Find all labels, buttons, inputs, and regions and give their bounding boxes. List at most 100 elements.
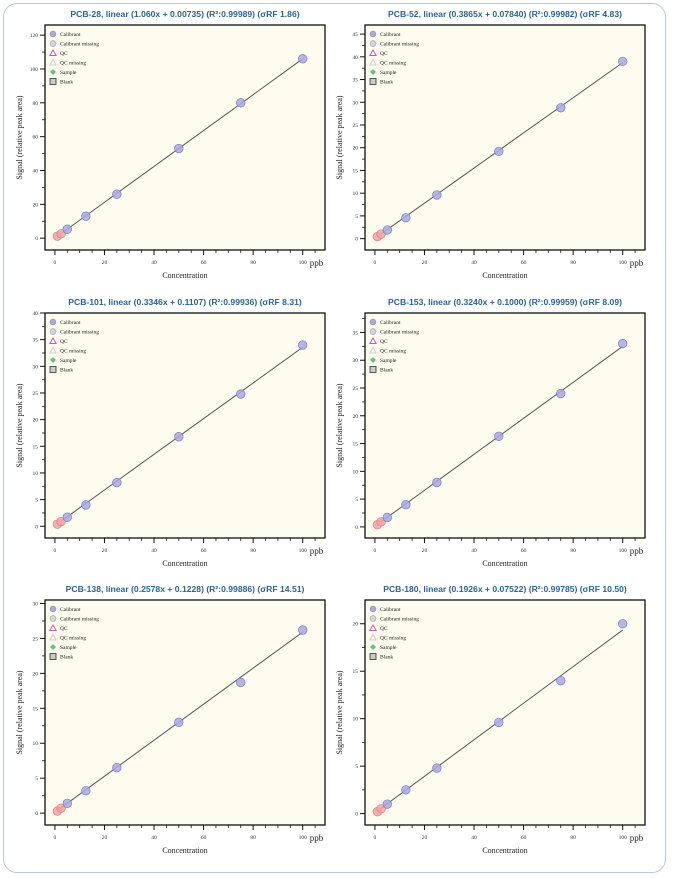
y-axis-label: Signal (relative peak area) xyxy=(15,670,24,755)
data-point xyxy=(112,763,122,773)
data-point xyxy=(174,717,184,727)
legend-circle-icon xyxy=(49,615,57,622)
legend-label: QC missing xyxy=(380,61,406,67)
legend-sample: Sample xyxy=(370,69,397,76)
legend-calibrant: Calibrant xyxy=(369,30,401,38)
y-axis-label: Signal (relative peak area) xyxy=(335,670,344,755)
y-axis-label: Signal (relative peak area) xyxy=(15,95,24,180)
y-tick-label: 0 xyxy=(35,524,38,530)
x-tick-label: 60 xyxy=(521,835,527,841)
y-tick-label: 20 xyxy=(353,146,359,152)
legend-circle-icon xyxy=(49,328,57,335)
x-tick-label: 60 xyxy=(201,835,207,841)
data-point xyxy=(81,211,91,221)
legend-sample: Sample xyxy=(50,69,77,76)
legend-blank: Blank xyxy=(369,653,393,661)
data-point xyxy=(494,717,504,728)
x-tick-label: 60 xyxy=(521,548,527,554)
y-tick-label: 30 xyxy=(353,358,359,364)
x-axis-label: Concentration xyxy=(482,559,527,568)
legend-qc: QC xyxy=(48,337,68,345)
legend-label: Calibrant xyxy=(60,32,81,38)
y-tick-label: 40 xyxy=(33,311,39,317)
legend-label: Sample xyxy=(60,645,77,651)
legend-label: Blank xyxy=(60,368,73,374)
data-point xyxy=(56,229,66,239)
x-tick-label: 60 xyxy=(521,260,527,266)
x-tick-label: 80 xyxy=(570,835,576,841)
data-point xyxy=(556,388,566,399)
legend-label: QC missing xyxy=(60,61,86,67)
y-tick-label: 15 xyxy=(353,669,359,675)
legend-blank: Blank xyxy=(49,366,73,374)
y-tick-label: 40 xyxy=(33,168,39,174)
data-point xyxy=(618,56,628,67)
legend-calibrant: Calibrant xyxy=(49,318,81,326)
legend-square-icon xyxy=(49,653,57,660)
y-tick-label: 25 xyxy=(33,636,39,642)
legend-sample: Sample xyxy=(50,357,77,364)
legend-qc-missing: QC missing xyxy=(48,633,86,642)
chart-4: PCB-153, linear (0.3240x + 0.1000) (R²:0… xyxy=(335,297,646,568)
legend-label: QC missing xyxy=(60,349,86,355)
legend-triangle-icon xyxy=(368,49,378,56)
legend-circle-icon xyxy=(369,328,377,335)
data-point xyxy=(298,340,308,350)
data-point xyxy=(618,619,628,629)
legend-triangle-icon xyxy=(48,633,58,641)
legend-label: Calibrant xyxy=(60,607,81,613)
legend-circle-icon xyxy=(369,605,377,613)
x-tick-label: 0 xyxy=(54,260,57,266)
y-tick-label: 20 xyxy=(353,414,359,420)
x-tick-label: 0 xyxy=(374,835,377,841)
data-point xyxy=(432,190,442,200)
x-axis-unit: ppb xyxy=(310,258,324,268)
data-point xyxy=(432,763,442,773)
legend-qc: QC xyxy=(368,337,388,345)
legend-circle-icon xyxy=(369,30,377,38)
data-point xyxy=(401,785,411,795)
legend-label: QC xyxy=(380,51,388,57)
legend-label: Sample xyxy=(60,70,77,76)
legend-sample: Sample xyxy=(370,357,397,364)
legend-circle-icon xyxy=(369,318,377,326)
chart-title: PCB-138, linear (0.2578x + 0.1228) (R²:0… xyxy=(66,584,305,594)
y-tick-label: 25 xyxy=(353,386,359,392)
x-tick-label: 40 xyxy=(151,260,157,266)
y-tick-label: 15 xyxy=(353,442,359,448)
x-axis-unit: ppb xyxy=(630,546,644,556)
legend-qc: QC xyxy=(48,624,68,632)
legend-qc: QC xyxy=(368,624,388,632)
legend-label: Calibrant missing xyxy=(60,42,99,48)
data-point xyxy=(556,676,566,686)
legend-calibrant-missing: Calibrant missing xyxy=(49,40,99,48)
x-axis-label: Concentration xyxy=(162,559,207,568)
y-tick-label: 30 xyxy=(33,601,39,607)
y-tick-label: 0 xyxy=(355,525,358,531)
x-tick-label: 20 xyxy=(102,835,108,841)
legend-diamond-icon xyxy=(50,69,56,75)
legend-label: QC xyxy=(60,339,68,345)
x-tick-label: 100 xyxy=(619,548,628,554)
data-point xyxy=(56,803,66,813)
legend-qc-missing: QC missing xyxy=(368,633,406,642)
x-tick-label: 80 xyxy=(250,835,256,841)
y-tick-label: 35 xyxy=(353,330,359,336)
y-tick-label: 20 xyxy=(33,202,39,208)
legend-circle-icon xyxy=(49,30,57,38)
legend-sample: Sample xyxy=(370,644,397,651)
y-tick-label: 25 xyxy=(353,123,359,129)
x-axis-unit: ppb xyxy=(630,258,644,268)
data-point xyxy=(494,431,504,441)
legend-calibrant-missing: Calibrant missing xyxy=(369,40,419,48)
x-tick-label: 60 xyxy=(201,548,207,554)
data-point xyxy=(556,103,566,113)
data-point xyxy=(236,98,246,108)
legend-blank: Blank xyxy=(49,78,73,86)
y-tick-label: 80 xyxy=(33,101,39,107)
legend-label: QC missing xyxy=(380,636,406,642)
x-tick-label: 40 xyxy=(471,260,477,266)
x-axis-unit: ppb xyxy=(310,833,324,843)
data-point xyxy=(112,477,122,488)
legend-label: QC xyxy=(380,339,388,345)
